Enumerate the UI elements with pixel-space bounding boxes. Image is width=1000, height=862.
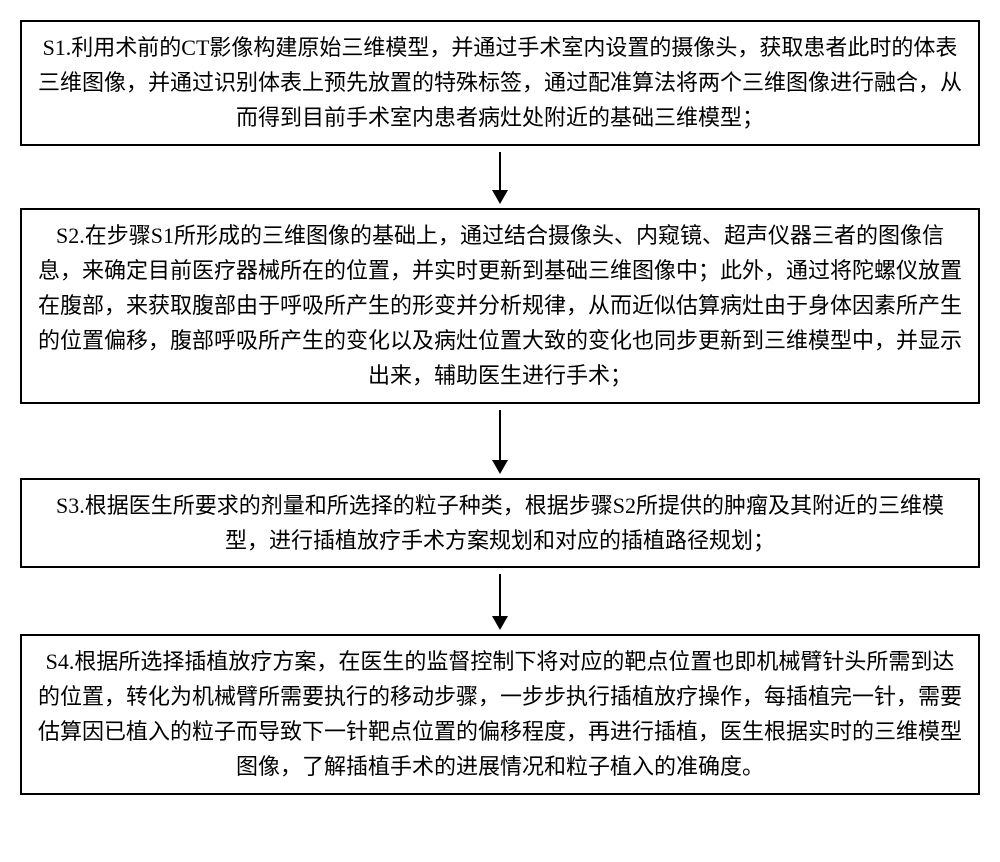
arrow-head-icon — [492, 616, 508, 630]
arrow-line — [499, 152, 501, 190]
flowchart-container: S1.利用术前的CT影像构建原始三维模型，并通过手术室内设置的摄像头，获取患者此… — [20, 20, 980, 795]
step-s3: S3.根据医生所要求的剂量和所选择的粒子种类，根据步骤S2所提供的肿瘤及其附近的… — [20, 478, 980, 568]
arrow-s2-s3 — [492, 410, 508, 474]
step-s4: S4.根据所选择插植放疗方案，在医生的监督控制下将对应的靶点位置也即机械臂针头所… — [20, 634, 980, 795]
step-s1: S1.利用术前的CT影像构建原始三维模型，并通过手术室内设置的摄像头，获取患者此… — [20, 20, 980, 146]
arrow-line — [499, 574, 501, 616]
step-s2: S2.在步骤S1所形成的三维图像的基础上，通过结合摄像头、内窥镜、超声仪器三者的… — [20, 208, 980, 404]
arrow-s3-s4 — [492, 574, 508, 630]
arrow-s1-s2 — [492, 152, 508, 204]
arrow-line — [499, 410, 501, 460]
arrow-head-icon — [492, 190, 508, 204]
arrow-head-icon — [492, 460, 508, 474]
